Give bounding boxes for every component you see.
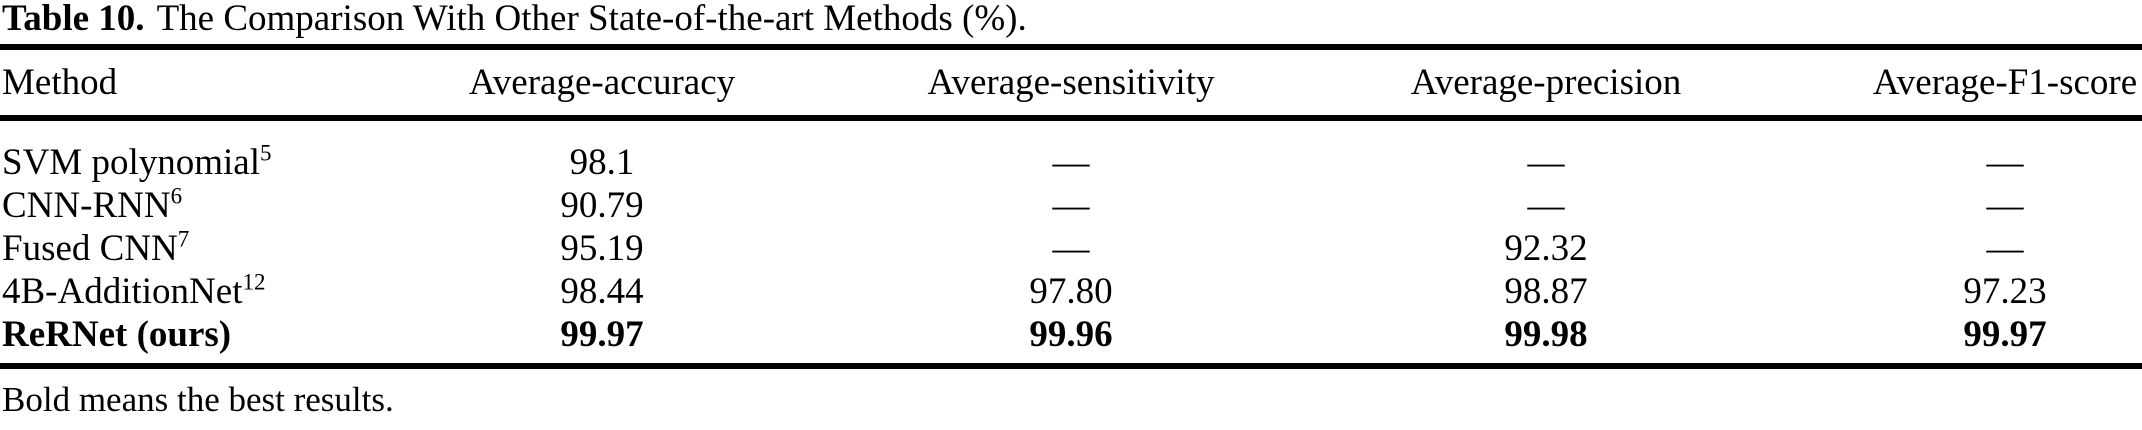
method-superscript: 6 xyxy=(170,183,183,209)
value-cell: 99.98 xyxy=(1504,314,1588,355)
value-cell: 92.32 xyxy=(1504,228,1588,269)
method-name: SVM polynomial xyxy=(2,142,260,183)
method-name: Fused CNN xyxy=(2,228,178,269)
method-cell: CNN-RNN6 xyxy=(0,184,286,227)
value-cell: — xyxy=(1527,142,1565,183)
method-name: 4B-AdditionNet xyxy=(2,271,243,312)
value-cell: 90.79 xyxy=(560,185,644,226)
method-cell: SVM polynomial5 xyxy=(0,121,286,184)
method-name: CNN-RNN xyxy=(2,185,171,226)
table-caption-text: The Comparison With Other State-of-the-a… xyxy=(156,0,1027,39)
column-header-average-sensitivity: Average-sensitivity xyxy=(918,50,1224,121)
table-header-row: Method Average-accuracy Average-sensitiv… xyxy=(0,50,2142,121)
value-cell: — xyxy=(1986,185,2024,226)
column-header-method: Method xyxy=(0,50,286,121)
value-cell: 98.44 xyxy=(560,271,644,312)
value-cell: 95.19 xyxy=(560,228,644,269)
method-cell: ReRNet (ours) xyxy=(0,313,286,363)
value-cell: 97.80 xyxy=(1029,271,1113,312)
table-row: ReRNet (ours) 99.97 99.96 99.98 99.97 xyxy=(0,313,2142,363)
table-caption-label: Table 10. xyxy=(2,0,145,39)
value-cell: — xyxy=(1052,228,1090,269)
table-row: 4B-AdditionNet12 98.44 97.80 98.87 97.23 xyxy=(0,270,2142,313)
value-cell: — xyxy=(1527,185,1565,226)
value-cell: 99.97 xyxy=(1963,314,2047,355)
method-name: ReRNet (ours) xyxy=(2,314,232,355)
method-superscript: 7 xyxy=(177,226,190,252)
value-cell: 99.97 xyxy=(560,314,644,355)
table-row: Fused CNN7 95.19 — 92.32 — xyxy=(0,227,2142,270)
value-cell: 99.96 xyxy=(1029,314,1113,355)
method-cell: Fused CNN7 xyxy=(0,227,286,270)
value-cell: — xyxy=(1986,228,2024,269)
table-top-rule xyxy=(0,44,2142,50)
table-bottom-rule xyxy=(0,363,2142,369)
value-cell: — xyxy=(1052,142,1090,183)
table-footnote: Bold means the best results. xyxy=(2,380,394,419)
table-body: SVM polynomial5 98.1 — — — CNN-RNN6 90.7… xyxy=(0,121,2142,363)
table-caption: Table 10. The Comparison With Other State… xyxy=(0,0,2142,38)
value-cell: 97.23 xyxy=(1963,271,2047,312)
value-cell: 98.1 xyxy=(569,142,635,183)
table-header: Method Average-accuracy Average-sensitiv… xyxy=(0,50,2142,121)
value-cell: — xyxy=(1986,142,2024,183)
column-header-average-accuracy: Average-accuracy xyxy=(286,50,918,121)
table-row: SVM polynomial5 98.1 — — — xyxy=(0,121,2142,184)
value-cell: 98.87 xyxy=(1504,271,1588,312)
method-cell: 4B-AdditionNet12 xyxy=(0,270,286,313)
method-superscript: 12 xyxy=(242,269,266,295)
comparison-table: Method Average-accuracy Average-sensitiv… xyxy=(0,50,2142,363)
column-header-average-precision: Average-precision xyxy=(1224,50,1868,121)
method-superscript: 5 xyxy=(260,140,272,166)
value-cell: — xyxy=(1052,185,1090,226)
table-row: CNN-RNN6 90.79 — — — xyxy=(0,184,2142,227)
column-header-average-f1-score: Average-F1-score xyxy=(1868,50,2142,121)
